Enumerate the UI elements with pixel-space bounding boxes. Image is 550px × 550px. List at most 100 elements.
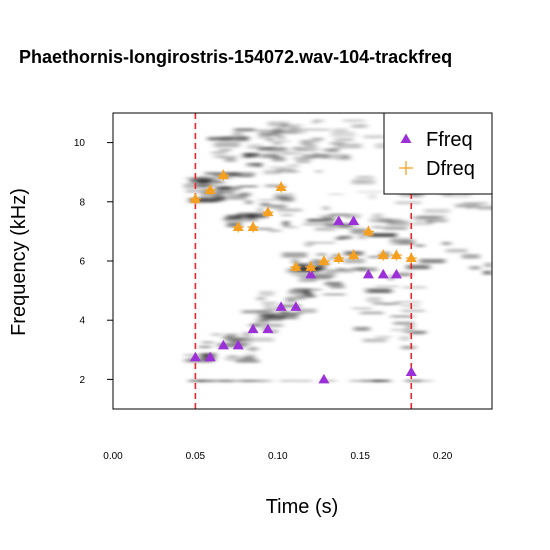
- spectrogram-cell: [312, 138, 323, 140]
- spectrogram-cell: [372, 226, 383, 228]
- spectrogram-cell: [410, 223, 429, 225]
- spectrogram-cell: [190, 179, 211, 183]
- spectrogram-cell: [364, 135, 385, 138]
- spectrogram-cell: [330, 214, 346, 216]
- spectrogram-cell: [354, 327, 370, 331]
- spectrogram-cell: [222, 337, 232, 339]
- spectrogram-cell: [485, 263, 492, 268]
- spectrogram-cell: [293, 157, 314, 159]
- spectrogram-cell: [199, 346, 211, 348]
- spectrogram-cell: [406, 380, 422, 382]
- y-axis: 246810: [74, 138, 113, 386]
- dfreq-point: [190, 193, 201, 204]
- spectrogram-cell: [315, 227, 335, 231]
- spectrogram-cell: [369, 194, 375, 199]
- spectrogram-cell: [316, 170, 323, 172]
- spectrogram-cell: [247, 337, 273, 341]
- spectrogram-cell: [258, 314, 277, 317]
- spectrogram-cell: [269, 204, 287, 208]
- spectrogram-cell: [214, 142, 240, 147]
- spectrogram-cell: [373, 303, 400, 305]
- spectrogram-cell: [219, 190, 235, 193]
- spectrogram-cell: [323, 293, 345, 295]
- spectrogram-cell: [226, 334, 237, 337]
- spectrogram-cell: [252, 380, 268, 382]
- spectrogram-cell: [420, 259, 445, 263]
- spectrogram-cell: [326, 270, 338, 272]
- x-axis: 0.00 0.05 0.10 0.15 0.20: [103, 451, 452, 462]
- spectrogram-cell: [375, 286, 398, 288]
- legend: Ffreq Dfreq: [384, 113, 492, 194]
- spectrogram-cell: [395, 301, 421, 303]
- spectrogram-cell: [424, 209, 449, 213]
- spectrogram-cell: [387, 221, 409, 226]
- spectrogram-cell: [402, 346, 416, 350]
- spectrogram-cell: [285, 149, 307, 151]
- spectrogram-cell: [238, 175, 253, 177]
- spectrogram-cell: [276, 135, 285, 139]
- spectrogram-cell: [198, 176, 208, 178]
- spectrogram-cell: [463, 202, 488, 205]
- chart-title: Phaethornis-longirostris-154072.wav-104-…: [19, 47, 452, 67]
- spectrogram-cell: [234, 128, 255, 131]
- x-tick-label: 0.20: [433, 451, 453, 462]
- spectrogram-cell: [269, 152, 293, 154]
- spectrogram-cell: [477, 206, 504, 210]
- dfreq-point-fill: [391, 250, 402, 259]
- spectrogram-cell: [186, 190, 205, 193]
- ffreq-point: [318, 374, 329, 384]
- spectrogram-cell: [283, 221, 289, 226]
- spectrogram-cell: [245, 200, 252, 204]
- spectrogram-cell: [307, 292, 314, 297]
- spectrogram-cell: [202, 341, 214, 343]
- spectrogram-cell: [416, 244, 424, 246]
- spectrogram-cell: [265, 305, 273, 308]
- spectrogram-cell: [211, 152, 226, 154]
- legend-ffreq-label: Ffreq: [426, 129, 473, 151]
- spectrogram-cell: [311, 242, 334, 244]
- spectrogram-cell: [217, 380, 233, 382]
- spectrogram-cell: [247, 164, 260, 168]
- spectrogram-cell: [365, 288, 390, 293]
- spectrogram-cell: [259, 199, 276, 201]
- spectrogram-cell: [400, 336, 410, 341]
- spectrogram-cell: [384, 227, 408, 230]
- spectrogram-cell: [325, 282, 342, 286]
- spectrogram-cell: [247, 144, 263, 148]
- ffreq-point: [378, 269, 389, 279]
- spectrogram-cell: [303, 128, 329, 130]
- spectrogram-cell: [293, 146, 302, 148]
- spectrogram-cell: [352, 179, 375, 184]
- spectrogram-cell: [215, 186, 240, 190]
- spectrogram-cell: [446, 249, 467, 253]
- spectrogram-cell: [280, 380, 296, 382]
- spectrogram-cell: [358, 191, 383, 193]
- spectrogram-cell: [189, 380, 205, 382]
- spectrogram-cell: [352, 308, 371, 310]
- spectrogram-cell: [261, 203, 270, 206]
- spectrogram-cell: [356, 176, 373, 179]
- spectrogram-cell: [315, 119, 324, 122]
- spectrogram-cell: [263, 308, 275, 311]
- spectrogram-cell: [280, 140, 290, 142]
- spectrogram-cell: [242, 310, 263, 314]
- spectrogram-cell: [296, 159, 310, 163]
- ffreq-point: [406, 367, 417, 377]
- spectrogram-cell: [395, 201, 421, 204]
- spectrogram-cell: [333, 128, 347, 132]
- spectrogram-cell: [330, 142, 344, 145]
- spectrogram-cell: [296, 380, 312, 382]
- legend-box: [384, 113, 492, 194]
- spectrogram-cell: [306, 289, 321, 291]
- spectrogram-cell: [335, 138, 354, 141]
- y-tick-label: 2: [79, 375, 85, 386]
- dfreq-point: [276, 182, 287, 193]
- spectrogram-cell: [427, 220, 433, 224]
- x-tick-label: 0.15: [350, 451, 370, 462]
- spectrogram-cell: [298, 298, 306, 300]
- spectrogram-cell: [442, 242, 451, 245]
- spectrogram-cell: [276, 168, 294, 172]
- spectrogram-cell: [282, 124, 303, 126]
- spectrogram-cell: [410, 331, 425, 334]
- spectrogram-cell: [257, 208, 263, 212]
